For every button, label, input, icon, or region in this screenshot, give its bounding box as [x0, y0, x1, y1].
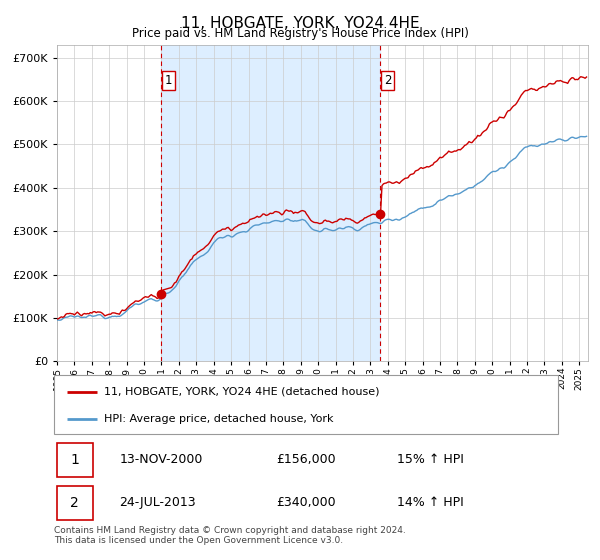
Text: 11, HOBGATE, YORK, YO24 4HE: 11, HOBGATE, YORK, YO24 4HE — [181, 16, 419, 31]
Text: Contains HM Land Registry data © Crown copyright and database right 2024.
This d: Contains HM Land Registry data © Crown c… — [54, 526, 406, 545]
Text: 24-JUL-2013: 24-JUL-2013 — [119, 496, 196, 510]
Text: 2: 2 — [70, 496, 79, 510]
Bar — [56, 486, 93, 520]
Text: 1: 1 — [165, 74, 172, 87]
Text: 1: 1 — [70, 452, 79, 467]
Text: 11, HOBGATE, YORK, YO24 4HE (detached house): 11, HOBGATE, YORK, YO24 4HE (detached ho… — [104, 386, 380, 396]
Bar — [161, 45, 380, 361]
Text: 2: 2 — [384, 74, 391, 87]
Text: HPI: Average price, detached house, York: HPI: Average price, detached house, York — [104, 414, 334, 424]
Text: £340,000: £340,000 — [276, 496, 335, 510]
Text: Price paid vs. HM Land Registry's House Price Index (HPI): Price paid vs. HM Land Registry's House … — [131, 27, 469, 40]
Bar — [56, 443, 93, 477]
Text: 13-NOV-2000: 13-NOV-2000 — [119, 453, 203, 466]
Text: £156,000: £156,000 — [276, 453, 335, 466]
Text: 15% ↑ HPI: 15% ↑ HPI — [397, 453, 464, 466]
Text: 14% ↑ HPI: 14% ↑ HPI — [397, 496, 463, 510]
